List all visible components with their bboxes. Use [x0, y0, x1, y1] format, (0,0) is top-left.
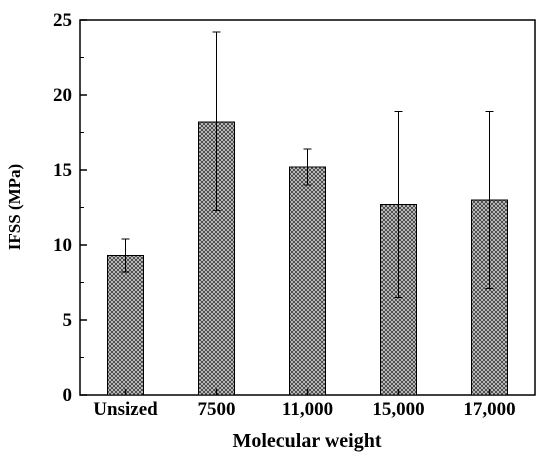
y-axis: 0 5 10 15 20 25 [53, 10, 87, 406]
bar-2 [289, 166, 326, 396]
error-bars-group [121, 31, 494, 298]
x-tick-label-2: 11,000 [282, 399, 333, 420]
bar-0 [107, 255, 144, 396]
x-axis: Unsized 7500 11,000 15,000 17,000 [93, 389, 516, 420]
y-tick-label-5: 25 [53, 10, 72, 31]
y-tick-label-3: 15 [53, 160, 72, 181]
y-tick-label-4: 20 [53, 85, 72, 106]
x-tick-label-1: 7500 [198, 399, 236, 420]
y-tick-label-0: 0 [63, 385, 73, 406]
x-tick-label-3: 15,000 [372, 399, 424, 420]
y-tick-label-2: 10 [53, 235, 72, 256]
x-axis-title: Molecular weight [232, 430, 381, 452]
y-tick-label-1: 5 [63, 310, 73, 331]
y-axis-title: IFSS (MPa) [5, 164, 24, 250]
x-tick-label-0: Unsized [93, 399, 158, 420]
x-tick-label-4: 17,000 [463, 399, 515, 420]
